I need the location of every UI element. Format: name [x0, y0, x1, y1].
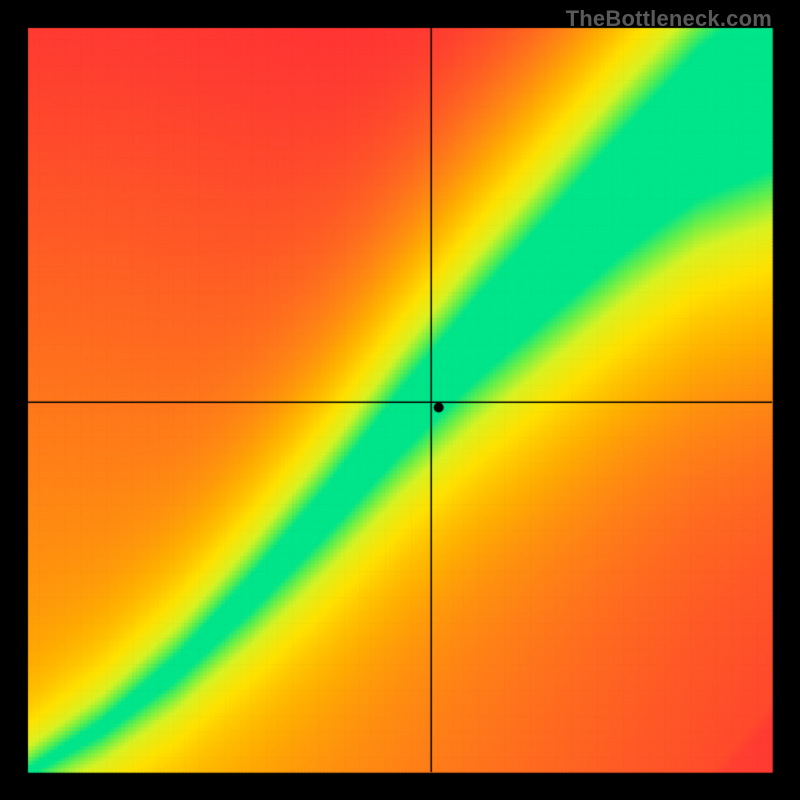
chart-stage: TheBottleneck.com — [0, 0, 800, 800]
heatmap-canvas — [0, 0, 800, 800]
watermark-text: TheBottleneck.com — [566, 6, 772, 32]
